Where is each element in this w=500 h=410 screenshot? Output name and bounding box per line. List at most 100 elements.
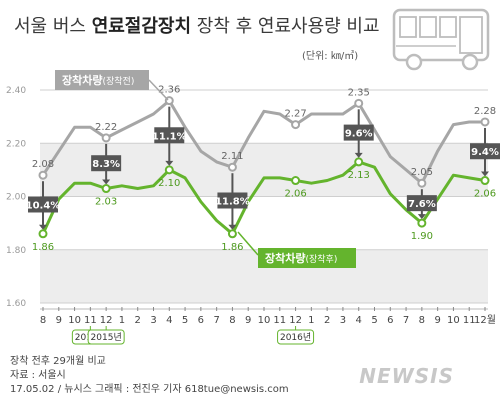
x-tick-label: 9	[434, 315, 440, 326]
data-label-after: 1.86	[221, 242, 243, 253]
x-tick-label: 9	[245, 315, 251, 326]
series-line-before	[41, 99, 485, 185]
data-label-before: 2.28	[474, 106, 496, 117]
pct-badge	[470, 143, 500, 160]
data-label-before: 2.11	[221, 151, 243, 162]
x-tick-label: 6	[387, 315, 393, 326]
title-emphasis: 연료절감장치	[91, 16, 192, 37]
legend-after-box	[258, 248, 356, 268]
legend-before-name: 장착차량	[62, 73, 102, 87]
pct-label: 11.8%	[215, 196, 250, 207]
data-label-before: 2.35	[348, 87, 370, 98]
x-tick-label: 10	[258, 315, 271, 326]
legend-after-leader	[237, 231, 259, 256]
year-marker-label: 2015년	[91, 332, 122, 343]
x-tick-label: 4	[166, 315, 172, 326]
pct-label: 10.4%	[26, 200, 61, 211]
x-tick-label: 11	[84, 315, 97, 326]
x-tick-label: 8	[229, 315, 235, 326]
y-tick-label: 2.00	[6, 193, 26, 203]
x-tick-label: 12월	[474, 314, 496, 326]
data-label-before: 2.08	[32, 159, 54, 170]
x-tick-label: 5	[371, 315, 377, 326]
point-after	[164, 165, 174, 175]
x-tick-label: 3	[340, 315, 346, 326]
point-after	[480, 176, 490, 186]
y-tick-label: 2.20	[6, 139, 26, 149]
data-label-after: 2.13	[348, 170, 370, 181]
x-tick-label: 2	[135, 315, 141, 326]
year-marker-label: 2016년	[280, 332, 311, 343]
pct-label: 9.6%	[345, 129, 373, 140]
point-before	[101, 133, 111, 143]
x-tick-label: 1	[308, 315, 314, 326]
pct-label: 9.4%	[471, 147, 499, 158]
difference-arrowhead	[39, 224, 47, 230]
y-tick-label: 2.40	[6, 86, 26, 96]
x-tick-label: 12	[289, 315, 302, 326]
point-after	[417, 218, 427, 228]
pct-badge	[217, 192, 248, 209]
x-tick-label: 12	[100, 315, 113, 326]
legend-after-label: 장착차량(장착후)	[265, 251, 337, 265]
legend-after-name: 장착차량	[265, 251, 305, 265]
x-tick-label: 9	[56, 315, 62, 326]
x-tick-label: 4	[356, 315, 362, 326]
point-after	[101, 184, 111, 194]
point-after	[354, 157, 364, 167]
x-tick-label: 6	[198, 315, 204, 326]
x-tick-label: 2	[324, 315, 330, 326]
pct-badge	[154, 127, 185, 144]
year-marker-box	[277, 329, 315, 345]
footnote-source: 자료 : 서울시	[10, 370, 66, 381]
difference-arrowhead	[165, 160, 174, 166]
unit-label: (단위: ㎞/㎥)	[302, 51, 359, 62]
difference-arrowhead	[417, 214, 426, 220]
data-label-after: 1.86	[32, 242, 54, 253]
point-after	[38, 229, 48, 239]
x-tick-label: 1	[119, 315, 125, 326]
year-marker-box	[87, 329, 125, 345]
point-after	[291, 176, 301, 186]
newsis-logo: NEWSIS	[359, 364, 454, 388]
legend-after-sub: (장착후)	[305, 254, 337, 265]
point-before	[354, 98, 364, 108]
legend-before-leader	[148, 79, 169, 101]
point-before	[38, 170, 48, 180]
pct-badge	[28, 196, 58, 213]
difference-arrowhead	[102, 179, 111, 185]
x-tick-label: 11	[463, 315, 476, 326]
title-prefix: 서울 버스	[14, 16, 92, 37]
legend-before-box	[55, 70, 149, 90]
point-after	[227, 229, 237, 239]
point-before	[480, 117, 490, 127]
data-label-before: 2.27	[284, 109, 306, 120]
x-tick-label: 10	[68, 315, 81, 326]
footnote-note: 장착 전후 29개월 비교	[10, 356, 106, 367]
y-tick-label: 1.60	[6, 299, 26, 309]
x-tick-label: 5	[182, 315, 188, 326]
x-tick-label: 7	[403, 315, 409, 326]
series-line-after	[41, 160, 486, 236]
pct-label: 8.3%	[92, 159, 120, 170]
point-before	[291, 120, 301, 130]
data-label-before: 2.22	[95, 122, 117, 133]
difference-arrowhead	[228, 224, 237, 230]
footnote-credit: 17.05.02 / 뉴시스 그래픽 : 전진우 기자 618tue@newsi…	[10, 384, 289, 395]
bus-icon	[392, 8, 490, 71]
data-label-after: 2.10	[158, 178, 180, 189]
data-label-before: 2.05	[411, 167, 433, 178]
x-tick-label: 8	[419, 315, 425, 326]
data-label-before: 2.36	[158, 85, 180, 96]
point-before	[417, 178, 427, 188]
point-before	[227, 162, 237, 172]
difference-arrowhead	[354, 152, 363, 158]
x-tick-label: 10	[447, 315, 460, 326]
data-label-after: 2.06	[474, 189, 496, 200]
pct-label: 11.1%	[152, 131, 187, 142]
data-label-after: 2.03	[95, 197, 117, 208]
pct-badge	[343, 124, 374, 141]
x-tick-label: 8	[40, 315, 46, 326]
